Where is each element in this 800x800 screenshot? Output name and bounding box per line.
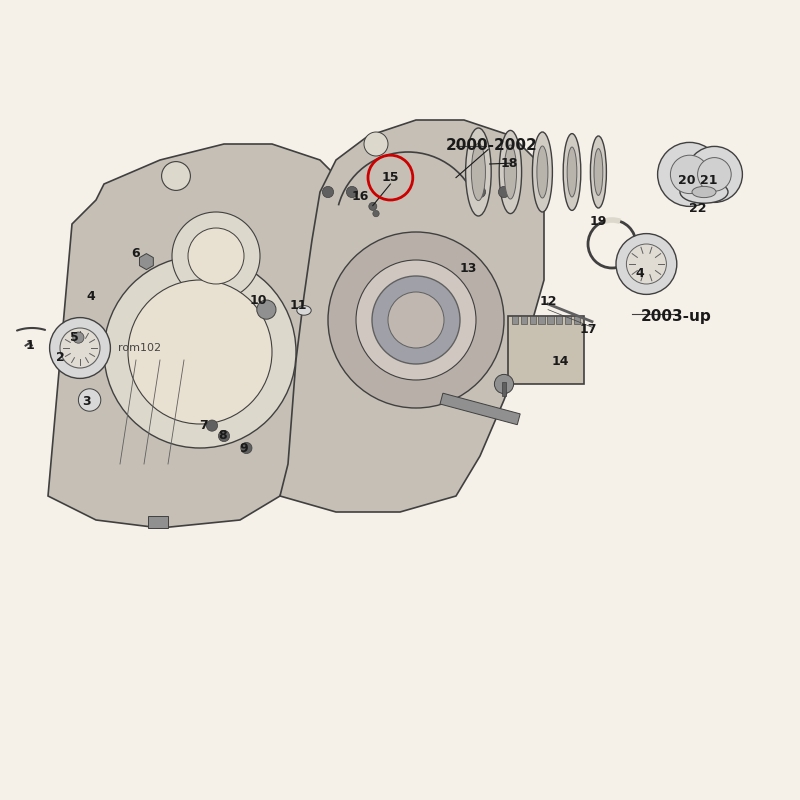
Circle shape <box>128 280 272 424</box>
Circle shape <box>241 442 252 454</box>
Bar <box>502 382 506 396</box>
Text: 5: 5 <box>70 331 78 344</box>
Polygon shape <box>280 120 544 512</box>
Circle shape <box>388 292 444 348</box>
Circle shape <box>670 155 709 194</box>
Text: 16: 16 <box>351 190 369 202</box>
Circle shape <box>78 389 101 411</box>
Bar <box>574 316 580 324</box>
Circle shape <box>626 244 666 284</box>
Text: 14: 14 <box>551 355 569 368</box>
Ellipse shape <box>537 146 548 198</box>
Text: 13: 13 <box>459 262 477 274</box>
Text: 15: 15 <box>382 171 399 184</box>
Circle shape <box>369 202 377 210</box>
Ellipse shape <box>563 134 581 210</box>
Circle shape <box>188 228 244 284</box>
Ellipse shape <box>466 128 491 216</box>
Circle shape <box>364 132 388 156</box>
Bar <box>440 393 520 425</box>
Text: 2: 2 <box>56 351 64 364</box>
Circle shape <box>346 186 358 198</box>
Circle shape <box>172 212 260 300</box>
Text: 7: 7 <box>200 419 208 432</box>
Circle shape <box>373 210 379 217</box>
Bar <box>547 316 554 324</box>
Bar <box>565 316 571 324</box>
Text: 17: 17 <box>579 323 597 336</box>
Circle shape <box>474 186 486 198</box>
Text: 19: 19 <box>590 215 607 228</box>
Text: 3: 3 <box>82 395 90 408</box>
Ellipse shape <box>567 147 577 197</box>
Ellipse shape <box>504 145 517 199</box>
Circle shape <box>372 276 460 364</box>
Circle shape <box>218 430 230 442</box>
Circle shape <box>616 234 677 294</box>
Polygon shape <box>48 144 352 528</box>
Ellipse shape <box>692 186 716 198</box>
Bar <box>148 516 168 528</box>
Circle shape <box>257 300 276 319</box>
Circle shape <box>494 374 514 394</box>
Text: 4: 4 <box>636 267 644 280</box>
Text: 2000-2002: 2000-2002 <box>446 138 538 153</box>
Text: 8: 8 <box>218 429 226 442</box>
Text: 18: 18 <box>501 157 518 170</box>
Circle shape <box>162 162 190 190</box>
Bar <box>530 316 536 324</box>
Text: 4: 4 <box>86 290 94 302</box>
Text: 1: 1 <box>26 339 34 352</box>
Text: 22: 22 <box>689 202 706 214</box>
Ellipse shape <box>297 306 311 315</box>
Text: 6: 6 <box>132 247 140 260</box>
Circle shape <box>104 256 296 448</box>
Text: 12: 12 <box>539 295 557 308</box>
Text: 11: 11 <box>290 299 307 312</box>
Ellipse shape <box>499 130 522 214</box>
Text: rom102: rom102 <box>118 343 162 353</box>
Bar <box>512 316 518 324</box>
Circle shape <box>698 158 731 191</box>
Ellipse shape <box>471 143 486 201</box>
Circle shape <box>73 332 84 343</box>
Circle shape <box>50 318 110 378</box>
Circle shape <box>686 146 742 202</box>
Bar <box>521 316 527 324</box>
Ellipse shape <box>590 136 606 208</box>
Circle shape <box>328 232 504 408</box>
Ellipse shape <box>680 181 728 203</box>
Ellipse shape <box>594 149 603 195</box>
Text: 21: 21 <box>700 174 718 186</box>
Text: 9: 9 <box>240 442 248 454</box>
Polygon shape <box>139 254 154 270</box>
Circle shape <box>60 328 100 368</box>
Text: 20: 20 <box>678 174 695 186</box>
Text: 10: 10 <box>250 294 267 306</box>
Ellipse shape <box>533 132 553 212</box>
Bar <box>538 316 545 324</box>
Bar <box>556 316 562 324</box>
Circle shape <box>206 420 218 431</box>
Text: 2003-up: 2003-up <box>641 309 711 323</box>
Circle shape <box>356 260 476 380</box>
Bar <box>508 316 584 384</box>
Circle shape <box>322 186 334 198</box>
Circle shape <box>498 186 510 198</box>
Circle shape <box>658 142 722 206</box>
